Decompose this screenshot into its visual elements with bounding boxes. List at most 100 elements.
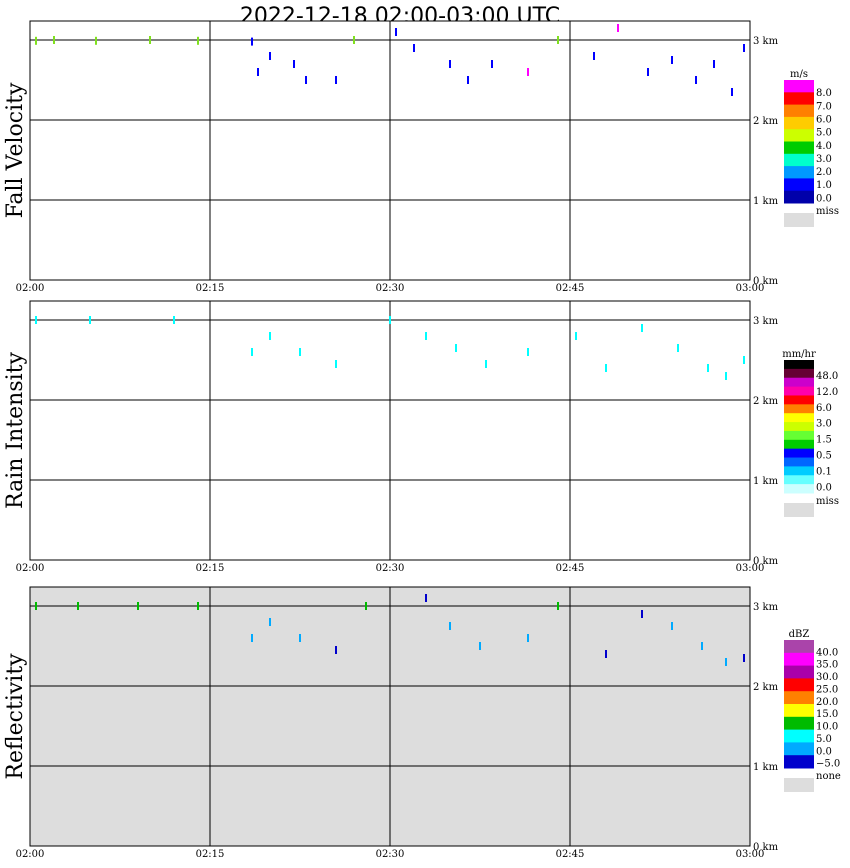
data-mark — [149, 36, 151, 44]
data-mark — [35, 316, 37, 324]
legend-label: 0.0 — [816, 193, 832, 204]
data-mark — [449, 622, 451, 630]
x-tick-label: 02:30 — [376, 849, 405, 860]
data-mark — [251, 634, 253, 642]
legend-swatch — [784, 430, 814, 441]
legend-missing-swatch — [784, 213, 814, 227]
data-mark — [617, 24, 619, 32]
y-tick-label: 0 km — [753, 842, 779, 853]
legend-swatch — [784, 729, 814, 743]
legend-label: 7.0 — [816, 101, 832, 112]
data-mark — [53, 36, 55, 44]
x-tick-label: 02:00 — [16, 563, 45, 574]
data-mark — [557, 36, 559, 44]
panel-fall-velocity: 02:00 02:15 02:30 02:45 03:000 km 1 km 2 km 3 k… — [3, 20, 839, 294]
legend-swatch — [784, 377, 814, 388]
data-mark — [353, 36, 355, 44]
data-mark — [365, 602, 367, 610]
legend-swatch — [784, 640, 814, 654]
data-mark — [335, 360, 337, 368]
legend-label: 48.0 — [816, 371, 838, 382]
legend-swatch — [784, 153, 814, 167]
data-mark — [251, 348, 253, 356]
legend-label: 0.5 — [816, 451, 832, 462]
legend-missing-label: none — [816, 771, 841, 782]
data-mark — [467, 76, 469, 84]
data-mark — [743, 356, 745, 364]
legend-missing-label: miss — [816, 496, 839, 507]
legend-swatch — [784, 466, 814, 476]
y-tick-label: 1 km — [753, 476, 779, 487]
legend-swatch — [784, 439, 814, 450]
legend-label: 5.0 — [816, 128, 832, 139]
data-mark — [605, 364, 607, 372]
y-tick-label: 3 km — [753, 602, 779, 613]
legend-swatch — [784, 404, 814, 414]
legend-swatch — [784, 652, 814, 667]
data-mark — [671, 622, 673, 630]
legend-swatch — [784, 457, 814, 467]
data-mark — [677, 344, 679, 352]
y-tick-label: 1 km — [753, 762, 779, 773]
plot-frame — [29, 20, 751, 281]
data-mark — [137, 602, 139, 610]
legend-label: 30.0 — [816, 672, 838, 683]
legend-swatch — [784, 166, 814, 179]
data-mark — [89, 316, 91, 324]
legend-label: 1.5 — [816, 435, 832, 446]
data-mark — [395, 28, 397, 36]
legend-swatch — [784, 413, 814, 423]
legend-label: 5.0 — [816, 734, 832, 745]
data-mark — [647, 68, 649, 76]
legend-label: 40.0 — [816, 647, 838, 658]
panel-title: Rain Intensity — [3, 351, 28, 508]
data-mark — [731, 88, 733, 96]
legend-label: 2.0 — [816, 167, 832, 178]
data-mark — [269, 52, 271, 60]
legend-unit: mm/hr — [782, 349, 816, 360]
data-mark — [425, 594, 427, 602]
panel-reflectivity: 02:00 02:15 02:30 02:45 03:000 km 1 km 2 km 3 k… — [3, 586, 841, 860]
legend-swatch — [784, 360, 814, 370]
x-tick-label: 02:15 — [196, 283, 225, 294]
legend-unit: m/s — [790, 69, 808, 80]
legend-swatch — [784, 129, 814, 142]
legend-label: 8.0 — [816, 88, 832, 99]
x-tick-label: 02:15 — [196, 849, 225, 860]
data-mark — [173, 316, 175, 324]
legend-label: 35.0 — [816, 660, 838, 671]
data-mark — [389, 316, 391, 324]
data-mark — [455, 344, 457, 352]
legend-swatch — [784, 395, 814, 405]
data-mark — [527, 348, 529, 356]
legend-swatch — [784, 422, 814, 432]
data-mark — [593, 52, 595, 60]
data-mark — [479, 642, 481, 650]
data-mark — [725, 372, 727, 380]
legend-label: −5.0 — [816, 759, 840, 770]
panel-title: Fall Velocity — [3, 82, 28, 218]
legend-swatch — [784, 755, 814, 769]
legend-swatch — [784, 704, 814, 718]
legend-swatch — [784, 141, 814, 155]
data-mark — [335, 76, 337, 84]
data-mark — [299, 634, 301, 642]
legend-label: 0.0 — [816, 482, 832, 493]
x-tick-label: 03:00 — [736, 283, 765, 294]
data-mark — [35, 36, 37, 45]
data-mark — [695, 76, 697, 84]
data-mark — [197, 602, 199, 610]
data-mark — [269, 618, 271, 626]
data-mark — [485, 360, 487, 368]
legend-label: 25.0 — [816, 684, 838, 695]
legend-missing-label: miss — [816, 206, 839, 217]
legend-swatch — [784, 178, 814, 192]
data-mark — [491, 60, 493, 68]
plot-frame — [29, 586, 751, 847]
data-mark — [743, 654, 745, 662]
data-mark — [251, 37, 253, 46]
x-tick-label: 02:45 — [556, 563, 585, 574]
data-mark — [557, 602, 559, 610]
data-mark — [527, 634, 529, 642]
